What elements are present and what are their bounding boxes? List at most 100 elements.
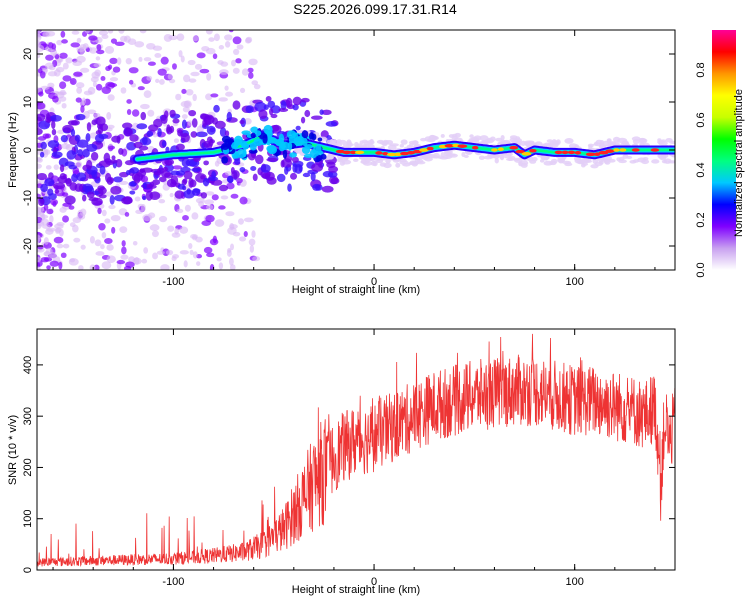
spectrogram-blob (175, 170, 185, 176)
spectrogram-blob (109, 159, 118, 164)
x-tick-label: -100 (162, 576, 184, 588)
spectrogram-blob (37, 33, 42, 41)
spectrogram-blob (172, 254, 180, 259)
spectrogram-blob (194, 63, 203, 70)
spectrogram-blob (124, 160, 135, 166)
ridge-peak (375, 151, 383, 155)
spectrogram-blob (203, 140, 211, 148)
spectrogram-blob (67, 120, 79, 126)
spectrogram-blob (188, 78, 197, 83)
spectrogram-blob (192, 35, 199, 42)
spectrogram-blob (203, 160, 209, 166)
spectrogram-blob (125, 261, 135, 268)
spectrogram-blob (108, 204, 116, 210)
spectrogram-blob (142, 182, 147, 190)
spectrogram-blob (132, 240, 138, 246)
spectrogram-blob (183, 170, 193, 180)
spectrogram-blob (161, 140, 167, 148)
spectrogram-blob (37, 68, 43, 74)
spectrogram-blob (625, 141, 630, 146)
spectrogram-blob (203, 246, 213, 254)
spectrogram-blob (311, 163, 324, 172)
spectrogram-blob (238, 236, 247, 242)
spectrogram-blob (191, 167, 201, 172)
spectrogram-blob (133, 173, 141, 184)
spectrogram-blob (47, 188, 54, 196)
spectrogram-blob (95, 56, 101, 61)
spectrogram-blob (372, 160, 378, 167)
x-tick-label: -100 (162, 276, 184, 288)
spectrogram-blob (292, 103, 299, 111)
spectrogram-blob (68, 258, 79, 266)
spectrogram-blob (58, 261, 63, 270)
spectrogram-blob (60, 143, 71, 150)
spectrogram-blob (52, 95, 59, 103)
spectrogram-blob (93, 62, 101, 68)
ridge-clump (282, 148, 288, 159)
spectrogram-blob (59, 206, 67, 213)
spectrogram-blob (167, 225, 175, 232)
spectrogram-blob (169, 192, 174, 198)
spectrogram-blob (69, 78, 77, 86)
spectrogram-blob (179, 226, 189, 234)
spectrogram-blob (190, 71, 200, 77)
spectrogram-blob (205, 47, 216, 55)
spectrogram-blob (37, 256, 42, 263)
spectrogram-blob (261, 172, 271, 180)
spectrogram-blob (250, 166, 257, 171)
spectrogram-blob (249, 244, 255, 253)
spectrogram-blob (188, 242, 193, 250)
ridge-clump (263, 124, 273, 135)
spectrogram-blob (181, 119, 187, 129)
spectrogram-blob (129, 190, 136, 195)
spectrogram-blob (94, 69, 101, 77)
spectrogram-blob (87, 86, 96, 95)
spectrogram-blob (230, 243, 235, 251)
spectrogram-blob (151, 230, 159, 238)
spectrogram-blob (594, 141, 599, 146)
spectrogram-blob (233, 48, 240, 56)
spectrogram-blob (76, 55, 86, 63)
spectrogram-blob (86, 159, 93, 170)
spectrogram-blob (196, 261, 201, 266)
spectrogram-blob (372, 157, 383, 161)
spectrogram-blob (217, 60, 224, 65)
spectrogram-blob (109, 195, 115, 205)
spectrogram-blob (48, 251, 57, 259)
ridge-peak (619, 148, 627, 152)
spectrogram-blob (143, 90, 152, 99)
spectrogram-blob (101, 209, 107, 217)
spectrogram-blob (61, 39, 68, 44)
ridge-peak (567, 150, 576, 155)
spectrogram-blob (42, 68, 49, 73)
spectrogram-blob (37, 128, 43, 136)
spectrogram-blob (408, 140, 419, 145)
spectrogram-blob (120, 87, 127, 94)
spectrogram-blob (107, 30, 114, 34)
spectrogram-blob (126, 109, 132, 115)
spectrogram-blob (125, 170, 131, 176)
spectrogram-blob (287, 183, 292, 192)
spectrogram-blob (153, 118, 163, 128)
spectrogram-blob (480, 139, 489, 145)
spectrogram-blob (379, 140, 389, 145)
spectrogram-blob (142, 195, 147, 201)
ridge-clump (234, 135, 243, 145)
spectrogram-blob (38, 197, 45, 207)
spectrogram-blob (549, 160, 557, 166)
spectrogram-blob (592, 158, 599, 165)
y-tick-label: 100 (22, 510, 34, 528)
ridge-clump (301, 137, 308, 147)
spectrogram-blob (97, 207, 102, 215)
spectrogram-blob (44, 62, 54, 70)
spectrogram-blob (298, 164, 303, 172)
spectrogram-blob (131, 109, 140, 117)
spectrogram-blob (134, 41, 145, 48)
spectrogram-blob (216, 257, 222, 262)
spectrogram-blob (195, 236, 203, 243)
spectrogram-blob (76, 86, 83, 94)
spectrogram-blob (168, 34, 178, 41)
spectrogram-blob (184, 204, 191, 212)
spectrogram-blob (218, 262, 224, 270)
spectrogram-blob (38, 120, 51, 130)
